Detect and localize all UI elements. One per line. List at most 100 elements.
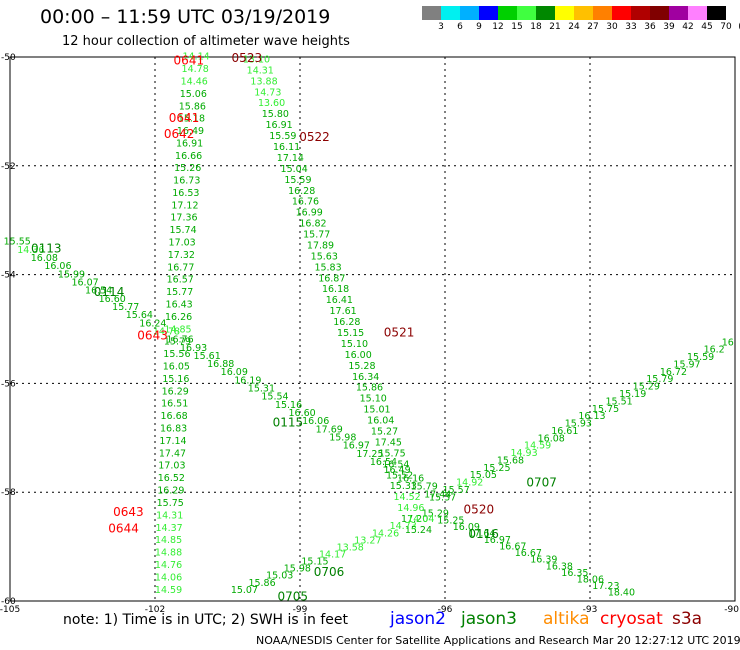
swh-value: 15.54 (261, 392, 288, 403)
swh-value: 15.57 (443, 485, 470, 496)
swh-value: 16.66 (175, 151, 202, 162)
pass-time-label: 0641 (169, 111, 200, 125)
swh-value: 17.61 (330, 306, 357, 317)
swh-value: 15.68 (497, 455, 524, 466)
swh-value: 16.06 (302, 416, 329, 427)
swh-value: 16.97 (343, 441, 370, 452)
pass-time-label: 0641 (174, 54, 205, 68)
legend-swatch (441, 6, 460, 20)
swh-value: 17.44 (424, 490, 451, 501)
swh-value: 15.98 (329, 433, 356, 444)
pass-time-label: 0642 (164, 127, 195, 141)
swh-value: 15.97 (673, 359, 700, 370)
swh-value: 16.97 (484, 535, 511, 546)
swh-value: 16.68 (161, 411, 188, 422)
swh-value: 15.25 (437, 515, 464, 526)
pass-time-label: 0705 (277, 590, 308, 604)
swh-value: 14.31 (247, 65, 274, 76)
y-tick-label: -54 (1, 271, 16, 281)
legend-swatch (536, 6, 555, 20)
swh-value: 17.45 (375, 437, 402, 448)
swh-value: 16.08 (538, 433, 565, 444)
legend-label: 24 (568, 22, 580, 32)
swh-value: 15.52 (386, 470, 413, 481)
swh-value: 16.24 (139, 318, 166, 329)
swh-value: 15.59 (269, 131, 296, 142)
swh-value: 15.86 (356, 383, 383, 394)
swh-value: 16.43 (166, 299, 193, 310)
swh-value: 16 (722, 337, 734, 348)
swh-value: 16.60 (289, 408, 316, 419)
swh-value: 17.03 (158, 461, 185, 472)
y-tick-label: -50 (1, 53, 16, 63)
pass-time-label: 0644 (108, 522, 139, 536)
swh-value: 16.61 (551, 426, 578, 437)
swh-value: 17.12 (171, 200, 198, 211)
swh-value: 14.14 (182, 52, 209, 63)
swh-value: 15.10 (341, 339, 368, 350)
x-tick-label: -96 (438, 605, 453, 615)
swh-value: 14.93 (510, 448, 537, 459)
swh-value: 15.75 (157, 498, 184, 509)
swh-value: 15.25 (483, 463, 510, 474)
swh-value: 18.40 (608, 588, 635, 599)
swh-value: 16.51 (161, 399, 188, 410)
legend-label: 36 (644, 22, 656, 32)
swh-value: 14.88 (155, 548, 182, 559)
pass-time-label: 0707 (526, 475, 557, 489)
legend-swatch (422, 6, 441, 20)
legend-swatch (688, 6, 707, 20)
swh-value: 16.54 (85, 286, 112, 297)
mission-altika: altika (543, 609, 590, 629)
swh-value: 16.54 (382, 459, 409, 470)
x-tick-label: -90 (724, 605, 739, 615)
swh-value: 14.17 (319, 549, 346, 560)
pass-time-label: 0116 (468, 527, 499, 541)
pass-time-label: 0643 (113, 505, 144, 519)
legend-swatch (517, 6, 536, 20)
swh-value: 17.32 (168, 250, 195, 261)
swh-value: 16.49 (177, 126, 204, 137)
swh-value: 16.41 (326, 295, 353, 306)
legend-label: 18 (530, 22, 542, 32)
swh-value: 15.75 (378, 448, 405, 459)
swh-value: 15.98 (284, 564, 311, 575)
swh-value: 16.82 (299, 219, 326, 230)
swh-value: 15.56 (163, 349, 190, 360)
legend-label: 6 (457, 22, 463, 32)
swh-value: 16.13 (578, 411, 605, 422)
swh-value: 16.88 (207, 359, 234, 370)
legend-label: 30 (606, 22, 618, 32)
y-tick-label: -60 (1, 597, 16, 607)
legend-label: 27 (587, 22, 599, 32)
swh-value: 15.03 (266, 571, 293, 582)
swh-value: 13.58 (337, 542, 364, 553)
swh-value: 16.73 (173, 176, 200, 187)
pass-time-label: 0706 (314, 565, 345, 579)
swh-value: 15.79 (411, 481, 438, 492)
swh-value: 15.01 (363, 405, 390, 416)
swh-value: 16.11 (273, 142, 300, 153)
swh-value: 17.14 (159, 436, 186, 447)
swh-value: 14.85 (155, 535, 182, 546)
swh-value: 16.72 (660, 367, 687, 378)
legend-swatch (498, 6, 517, 20)
legend-label: 21 (549, 22, 561, 32)
swh-value: 16.19 (234, 375, 261, 386)
x-tick-label: -99 (293, 605, 308, 615)
mission-cryosat: cryosat (600, 609, 663, 629)
swh-value: 15.15 (301, 557, 328, 568)
swh-value: 15.61 (194, 351, 221, 362)
swh-value: 16.83 (160, 424, 187, 435)
swh-value: 15.77 (112, 302, 139, 313)
swh-value: 14.85 (164, 324, 191, 335)
swh-value: 16.00 (345, 350, 372, 361)
pass-time-label: 0115 (273, 415, 304, 429)
swh-value: 14.04 (407, 514, 434, 525)
swh-value: 17.64 (468, 528, 495, 539)
legend-swatch (669, 6, 688, 20)
swh-value: 16.28 (288, 186, 315, 197)
swh-value: 13.60 (258, 98, 285, 109)
swh-value: 15.16 (275, 400, 302, 411)
swh-value: 14.78 (153, 326, 180, 337)
